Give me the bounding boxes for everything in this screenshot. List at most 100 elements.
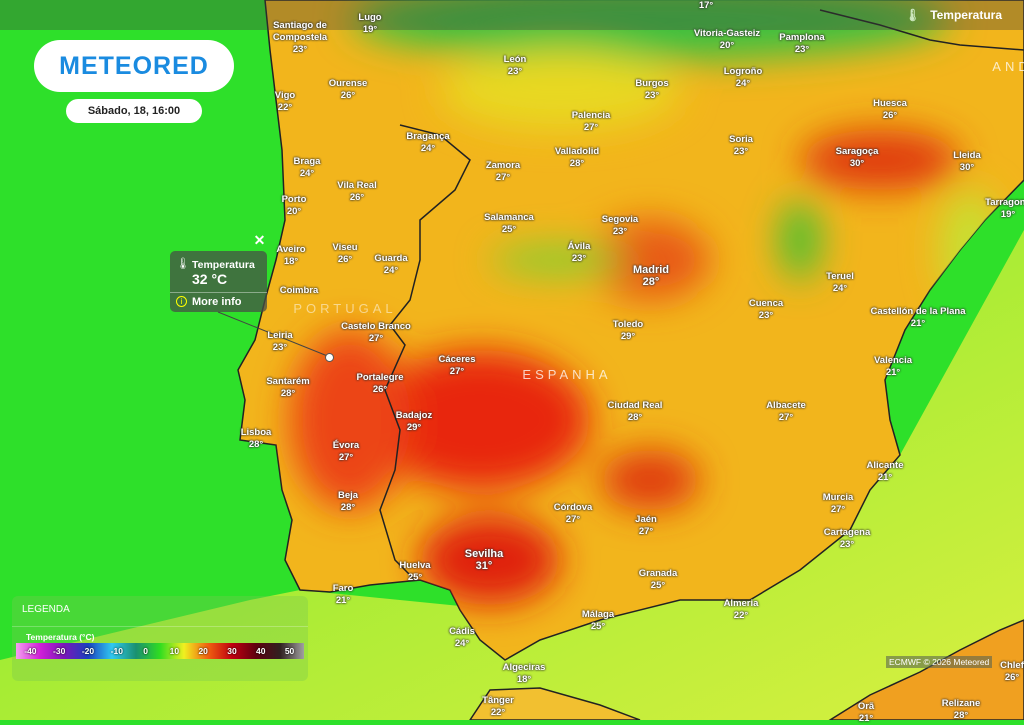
city-label[interactable]: Orã 21°: [858, 701, 874, 725]
city-label[interactable]: Valladolid 28°: [555, 146, 599, 170]
city-temperature: 19°: [362, 24, 378, 35]
city-label[interactable]: Huesca 26°: [873, 98, 907, 122]
legend-panel: LEGENDA Temperatura (°C) -40 -30 -20 -10 0 10…: [12, 596, 308, 681]
city-label[interactable]: Lugo 19°: [358, 12, 381, 36]
city-label[interactable]: Palencia 27°: [572, 110, 611, 134]
city-temperature: 24°: [454, 638, 470, 649]
city-label[interactable]: Pamplona 23°: [779, 32, 824, 56]
city-temperature: 23°: [612, 226, 628, 237]
city-label[interactable]: Tânger 22°: [482, 695, 514, 719]
city-label[interactable]: Lisboa 28°: [241, 427, 272, 451]
city-label[interactable]: Saragoça 30°: [836, 146, 879, 170]
city-temperature: 26°: [337, 254, 353, 265]
city-label[interactable]: Soria 23°: [729, 134, 753, 158]
city-label[interactable]: Évora 27°: [333, 440, 359, 464]
city-label[interactable]: Badajoz 29°: [396, 410, 432, 434]
city-label[interactable]: Cáceres 27°: [439, 354, 476, 378]
city-label[interactable]: Lleida 30°: [953, 150, 980, 174]
city-label[interactable]: Braga 24°: [294, 156, 321, 180]
city-label[interactable]: Vigo 22°: [275, 90, 295, 114]
city-temperature: 23°: [758, 310, 774, 321]
city-label[interactable]: Logroño 24°: [724, 66, 763, 90]
city-label[interactable]: León 23°: [504, 54, 527, 78]
city-label[interactable]: Ávila 23°: [568, 241, 591, 265]
scale-tick-label: 40: [256, 646, 266, 656]
city-label[interactable]: Porto 20°: [282, 194, 307, 218]
country-label-spain: ESPANHA: [522, 367, 612, 382]
city-name: Albacete: [766, 400, 806, 411]
city-label[interactable]: Castellón de la Plana 21°: [870, 306, 965, 330]
city-name: Murcia: [822, 492, 854, 503]
city-label[interactable]: Beja 28°: [338, 490, 358, 514]
city-label[interactable]: Sevilha 31°: [465, 548, 504, 572]
city-label[interactable]: Albacete 27°: [766, 400, 806, 424]
city-label[interactable]: Toledo 29°: [613, 319, 643, 343]
city-label[interactable]: Jaén 27°: [635, 514, 657, 538]
city-label[interactable]: Burgos 23°: [635, 78, 668, 102]
city-label[interactable]: Vila Real 26°: [337, 180, 376, 204]
city-label[interactable]: Cádis 24°: [449, 626, 475, 650]
city-label[interactable]: Córdova 27°: [554, 502, 593, 526]
city-temperature: 25°: [590, 621, 606, 632]
city-label[interactable]: Cuenca 23°: [749, 298, 783, 322]
city-temperature: 24°: [299, 168, 315, 179]
location-pin[interactable]: [325, 353, 334, 362]
city-label[interactable]: Teruel 24°: [826, 271, 854, 295]
city-temperature: 23°: [644, 90, 660, 101]
city-name: Cuenca: [748, 298, 784, 309]
city-label[interactable]: Segovia 23°: [602, 214, 638, 238]
city-name: Vitoria-Gasteiz: [693, 28, 761, 39]
city-name: Sevilha: [464, 548, 504, 560]
city-label[interactable]: Almeria 22°: [724, 598, 759, 622]
city-label[interactable]: Murcia 27°: [823, 492, 854, 516]
city-label[interactable]: Portalegre 26°: [357, 372, 404, 396]
city-temperature: 21°: [877, 472, 893, 483]
city-label[interactable]: Leiria 23°: [267, 330, 292, 354]
city-label[interactable]: Faro 21°: [333, 583, 354, 607]
close-icon[interactable]: ✕: [253, 232, 266, 248]
city-temperature: 30°: [849, 158, 865, 169]
city-label[interactable]: Coimbra: [280, 285, 319, 297]
city-name: Logroño: [723, 66, 763, 77]
city-label[interactable]: Valencia 21°: [874, 355, 912, 379]
meteored-logo[interactable]: METEORED: [34, 40, 234, 92]
date-time-badge[interactable]: Sábado, 18, 16:00: [66, 99, 202, 123]
city-label[interactable]: Guarda 24°: [374, 253, 407, 277]
more-info-link[interactable]: More info: [192, 296, 242, 308]
country-label-andorra: AND: [992, 59, 1024, 74]
city-label[interactable]: Viseu 26°: [332, 242, 357, 266]
city-label[interactable]: Salamanca 25°: [484, 212, 534, 236]
city-label[interactable]: Cartagena 23°: [824, 527, 870, 551]
city-temperature: 20°: [286, 206, 302, 217]
city-label[interactable]: Tarragona19°: [985, 197, 1024, 221]
city-label[interactable]: Vitoria-Gasteiz 20°: [694, 28, 760, 52]
city-label[interactable]: Ourense 26°: [329, 78, 368, 102]
city-label[interactable]: Chlef 26°: [1000, 660, 1024, 684]
city-label[interactable]: Málaga 25°: [582, 609, 614, 633]
city-label[interactable]: Bragança 24°: [406, 131, 449, 155]
city-temperature: 26°: [340, 90, 356, 101]
city-name: Braga: [293, 156, 321, 167]
city-label[interactable]: Castelo Branco 27°: [341, 321, 411, 345]
city-label[interactable]: 17°: [699, 0, 713, 12]
city-label[interactable]: Zamora 27°: [486, 160, 520, 184]
top-bar: [0, 0, 1024, 30]
city-name: Vigo: [274, 90, 296, 101]
city-label[interactable]: Santiago de Compostela 23°: [265, 20, 335, 56]
city-label[interactable]: Granada 25°: [639, 568, 678, 592]
city-label[interactable]: Relizane 28°: [942, 698, 981, 722]
city-temperature: 24°: [735, 78, 751, 89]
city-label[interactable]: Huelva 25°: [399, 560, 430, 584]
city-temperature: 18°: [283, 256, 299, 267]
scale-tick-label: -30: [53, 646, 66, 656]
city-label[interactable]: Aveiro 18°: [276, 244, 305, 268]
layer-selector[interactable]: 🌡 Temperatura: [905, 8, 1002, 22]
city-temperature: 24°: [383, 265, 399, 276]
city-name: Saragoça: [835, 146, 879, 157]
city-label[interactable]: Alicante 21°: [867, 460, 904, 484]
city-label[interactable]: Santarém 28°: [266, 376, 309, 400]
city-label[interactable]: Algeciras 18°: [503, 662, 546, 686]
city-label[interactable]: Ciudad Real 28°: [608, 400, 663, 424]
city-label[interactable]: Madrid 28°: [633, 264, 669, 288]
